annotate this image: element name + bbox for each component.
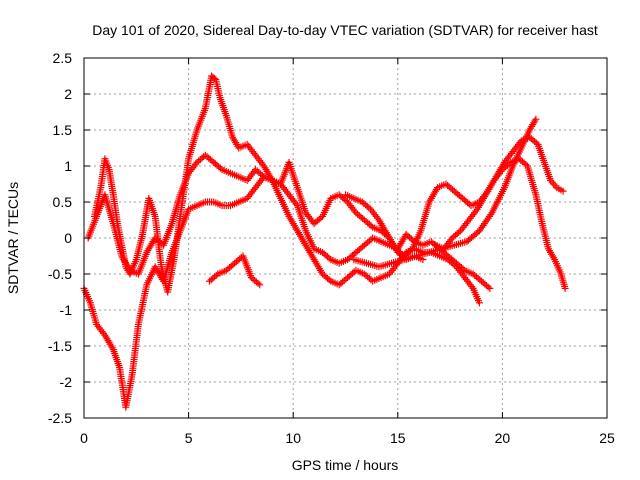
x-tick-label: 20 bbox=[495, 430, 511, 446]
y-tick-label: 1 bbox=[64, 158, 72, 174]
x-axis-label: GPS time / hours bbox=[292, 457, 399, 473]
data-point-marker bbox=[325, 254, 333, 262]
y-tick-label: -1.5 bbox=[48, 338, 72, 354]
data-point-marker bbox=[212, 271, 220, 279]
data-point-marker bbox=[254, 279, 262, 287]
x-tick-label: 5 bbox=[185, 430, 193, 446]
y-tick-label: -1 bbox=[60, 302, 73, 318]
data-point-marker bbox=[365, 204, 373, 212]
data-point-marker bbox=[561, 284, 569, 292]
data-point-marker bbox=[258, 171, 266, 179]
axis-ticks: 0 5 10 15 20 25 -2.5 -2 -1.5 -1 -0.5 0 0.5 1 1.5 2 2.5 bbox=[48, 50, 615, 446]
series-track-7 bbox=[350, 115, 540, 271]
data-point-marker bbox=[325, 276, 333, 284]
x-tick-label: 25 bbox=[599, 430, 615, 446]
x-tick-label: 10 bbox=[285, 430, 301, 446]
data-point-marker bbox=[256, 281, 264, 289]
data-point-marker bbox=[475, 299, 483, 307]
y-tick-label: -0.5 bbox=[48, 266, 72, 282]
data-point-marker bbox=[459, 265, 467, 273]
data-series bbox=[80, 72, 569, 411]
x-tick-label: 15 bbox=[390, 430, 406, 446]
x-tick-label: 0 bbox=[80, 430, 88, 446]
data-point-marker bbox=[216, 164, 224, 172]
data-point-marker bbox=[484, 283, 492, 291]
y-tick-label: 1.5 bbox=[53, 122, 73, 138]
grid-lines bbox=[84, 58, 607, 418]
y-axis-label: SDTVAR / TECUs bbox=[5, 182, 21, 294]
y-tick-label: 2.5 bbox=[53, 50, 73, 66]
y-tick-label: 2 bbox=[64, 86, 72, 102]
data-point-marker bbox=[532, 115, 540, 123]
data-point-marker bbox=[367, 222, 375, 230]
y-tick-label: 0 bbox=[64, 230, 72, 246]
y-tick-label: -2 bbox=[60, 374, 73, 390]
y-tick-label: 0.5 bbox=[53, 194, 73, 210]
series-track-4 bbox=[206, 252, 264, 289]
chart-title: Day 101 of 2020, Sidereal Day-to-day VTE… bbox=[92, 22, 598, 38]
data-point-marker bbox=[455, 228, 463, 236]
series-track-3 bbox=[84, 151, 494, 292]
y-tick-label: -2.5 bbox=[48, 410, 72, 426]
data-point-marker bbox=[486, 284, 494, 292]
data-point-marker bbox=[559, 187, 567, 195]
